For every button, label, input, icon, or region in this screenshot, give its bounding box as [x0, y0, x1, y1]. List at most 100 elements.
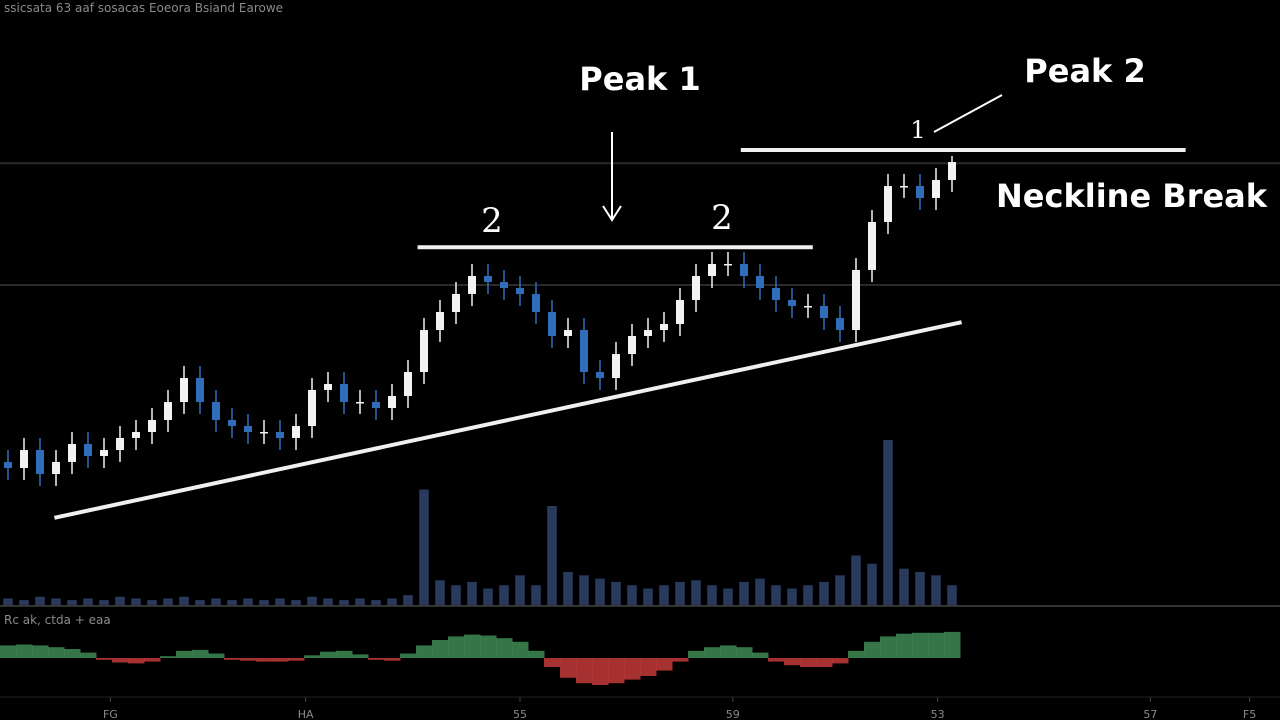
oscillator-bar — [672, 658, 689, 662]
candle-body — [228, 420, 236, 426]
x-tick-label: HA — [298, 708, 314, 720]
candle-body — [932, 180, 940, 198]
volume-bar — [179, 596, 189, 605]
candle-body — [276, 432, 284, 438]
candle-body — [484, 276, 492, 282]
oscillator-bar — [752, 652, 769, 658]
oscillator-bar — [784, 658, 801, 666]
x-tick-label: 57 — [1143, 708, 1157, 720]
candle-body — [292, 426, 300, 438]
annotation: 2 — [481, 201, 503, 241]
candle-body — [52, 462, 60, 474]
volume-pane — [3, 440, 957, 605]
candle-body — [500, 282, 508, 288]
oscillator-bar — [16, 644, 33, 658]
volume-bar — [227, 600, 237, 605]
volume-bar — [899, 568, 909, 605]
pattern-line — [53, 320, 963, 520]
x-tick-label: 55 — [513, 708, 527, 720]
grid — [0, 162, 1280, 286]
x-axis: FG HA 55 59 53 57 F5 — [103, 697, 1256, 720]
candle-body — [164, 402, 172, 420]
oscillator-bar — [832, 658, 849, 664]
oscillator-bar — [496, 638, 513, 658]
annotation: 2 — [711, 198, 733, 238]
candle-body — [116, 438, 124, 450]
volume-bar — [483, 588, 493, 605]
oscillator-bar — [352, 654, 369, 658]
candle-body — [20, 450, 28, 468]
candle-body — [564, 330, 572, 336]
oscillator-bar — [64, 649, 81, 658]
candle-body — [660, 324, 668, 330]
candle-body — [692, 276, 700, 300]
candle-body — [676, 300, 684, 324]
volume-bar — [659, 585, 669, 605]
oscillator-bar — [400, 653, 417, 658]
oscillator-bar — [656, 658, 673, 671]
volume-bar — [243, 598, 253, 605]
volume-bar — [211, 598, 221, 605]
oscillator-bar — [896, 633, 913, 658]
volume-bar — [355, 598, 365, 605]
candle-body — [452, 294, 460, 312]
oscillator-bar — [848, 650, 865, 658]
candle-body — [772, 288, 780, 300]
oscillator-bar — [144, 658, 161, 662]
volume-bar — [755, 578, 765, 605]
candle-body — [724, 264, 732, 266]
oscillator-bar — [208, 653, 225, 658]
candle-body — [68, 444, 76, 462]
candle-body — [36, 450, 44, 474]
oscillator-bar — [592, 658, 609, 685]
oscillator-bar — [544, 658, 561, 667]
oscillator-bar — [864, 641, 881, 658]
volume-bar — [563, 572, 573, 605]
volume-bar — [323, 598, 333, 605]
candle-body — [196, 378, 204, 402]
volume-bar — [851, 555, 861, 605]
candle-body — [148, 420, 156, 432]
candle-body — [868, 222, 876, 270]
oscillator-bar — [464, 634, 481, 658]
volume-bar — [931, 575, 941, 605]
candle-body — [420, 330, 428, 372]
oscillator-bar — [688, 650, 705, 658]
volume-bar — [835, 575, 845, 605]
volume-bar — [707, 585, 717, 605]
volume-bar — [499, 585, 509, 605]
volume-bar — [403, 595, 413, 605]
x-tick-label: F5 — [1243, 708, 1256, 720]
candle-body — [404, 372, 412, 396]
oscillator-bar — [640, 658, 657, 676]
volume-bar — [515, 575, 525, 605]
oscillator-bar — [48, 647, 65, 658]
oscillator-bar — [336, 650, 353, 658]
candle-body — [212, 402, 220, 420]
volume-bar — [643, 588, 653, 605]
candle-body — [580, 330, 588, 372]
candle-body — [436, 312, 444, 330]
volume-bar — [115, 596, 125, 605]
oscillator-bar — [240, 658, 257, 661]
oscillator-bar — [512, 641, 529, 658]
oscillator-bar — [0, 645, 17, 658]
oscillator-bar — [704, 647, 721, 658]
candle-body — [180, 378, 188, 402]
volume-bar — [19, 600, 29, 605]
oscillator-bar — [192, 649, 209, 658]
volume-bar — [387, 598, 397, 605]
candle-body — [820, 306, 828, 318]
volume-bar — [3, 598, 13, 605]
volume-bar — [787, 588, 797, 605]
oscillator-bar — [448, 636, 465, 658]
candle-body — [916, 186, 924, 198]
candle-body — [84, 444, 92, 456]
oscillator-bar — [800, 658, 817, 667]
volume-bar — [419, 489, 429, 605]
volume-bar — [371, 600, 381, 605]
candle-body — [644, 330, 652, 336]
candle-body — [836, 318, 844, 330]
volume-bar — [51, 598, 61, 605]
oscillator-bar — [768, 658, 785, 662]
